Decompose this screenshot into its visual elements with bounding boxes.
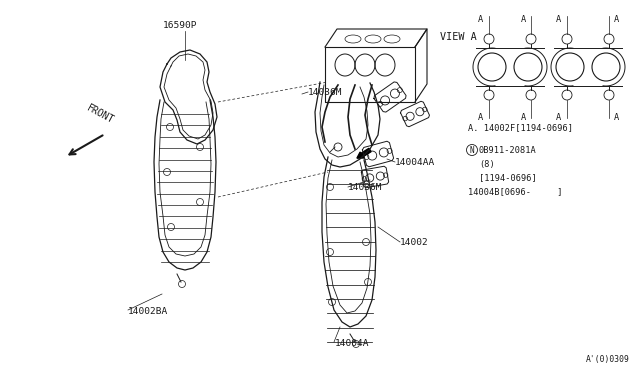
Text: A: A (556, 15, 561, 24)
Text: 14036M: 14036M (308, 87, 342, 96)
Text: A: A (613, 15, 619, 24)
Text: 0B911-2081A: 0B911-2081A (479, 145, 537, 154)
Text: A: A (520, 113, 525, 122)
Text: A: A (477, 15, 483, 24)
Text: A. 14002F[1194-0696]: A. 14002F[1194-0696] (468, 123, 573, 132)
Text: A: A (520, 15, 525, 24)
Text: 14002: 14002 (400, 237, 429, 247)
Text: A: A (613, 113, 619, 122)
Text: (8): (8) (479, 160, 495, 169)
Text: N: N (469, 145, 474, 154)
Text: 14036M: 14036M (348, 183, 383, 192)
Text: 16590P: 16590P (163, 21, 197, 30)
Text: A: A (556, 113, 561, 122)
Text: 14002BA: 14002BA (128, 308, 168, 317)
Text: [1194-0696]: [1194-0696] (479, 173, 537, 183)
FancyArrow shape (357, 148, 371, 158)
Text: 14004B[0696-     ]: 14004B[0696- ] (468, 187, 563, 196)
Text: A: A (477, 113, 483, 122)
Text: 14004A: 14004A (335, 340, 369, 349)
Text: VIEW A: VIEW A (440, 32, 477, 42)
Text: A'(0)0309: A'(0)0309 (586, 355, 630, 364)
Text: 14004AA: 14004AA (395, 157, 435, 167)
Text: FRONT: FRONT (84, 103, 115, 126)
